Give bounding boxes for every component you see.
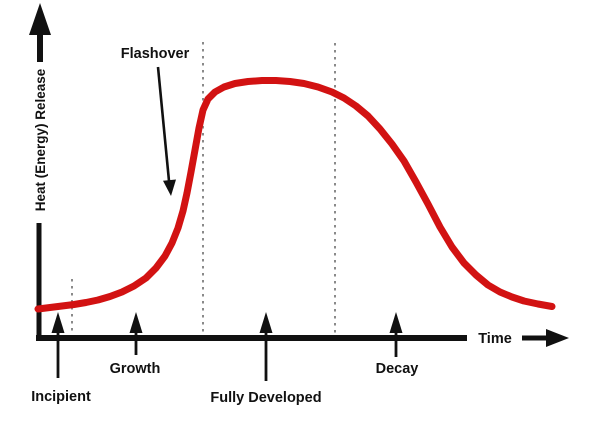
x-axis-label: Time — [478, 331, 512, 347]
fully-developed-label: Fully Developed — [210, 390, 321, 406]
fire-curve — [34, 77, 556, 313]
flashover-arrowhead-icon — [163, 179, 176, 196]
growth-arrowhead-icon — [129, 312, 143, 333]
decay-label: Decay — [376, 361, 419, 377]
fully-developed-arrowhead-icon — [259, 312, 273, 333]
incipient-label: Incipient — [31, 389, 91, 405]
flashover-arrow-shaft — [156, 66, 171, 182]
fully-developed-marker: Fully Developed — [210, 312, 322, 406]
flashover-label: Flashover — [121, 46, 190, 62]
time-arrowhead-icon — [546, 329, 569, 347]
y-axis-label: Heat (Energy) Release — [33, 68, 48, 211]
incipient-arrowhead-icon — [51, 312, 65, 333]
decay-marker: Decay — [376, 312, 419, 377]
decay-arrowhead-icon — [389, 312, 403, 333]
growth-marker: Growth — [110, 312, 161, 377]
incipient-marker: Incipient — [31, 312, 91, 405]
growth-label: Growth — [110, 361, 161, 377]
y-axis-arrowhead-icon — [29, 3, 51, 35]
